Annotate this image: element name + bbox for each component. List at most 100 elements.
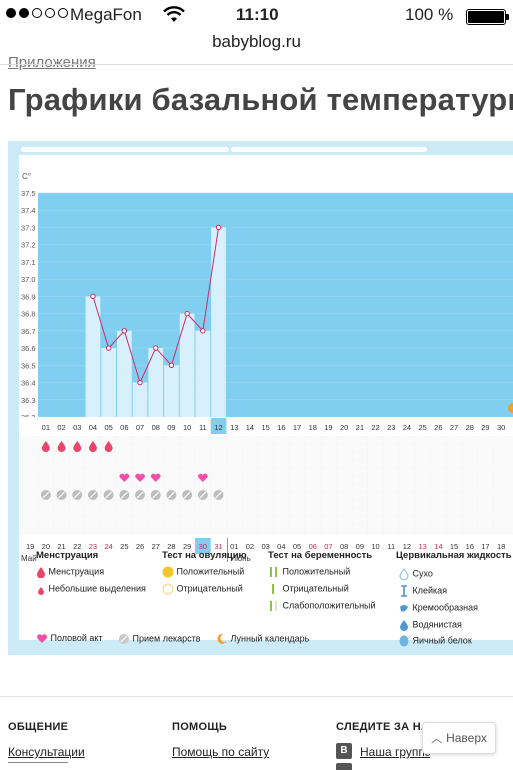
calendar-date: 15 xyxy=(450,542,458,551)
temperature-point xyxy=(90,293,96,300)
chart-panel: С° 37.5 37.4 37.3 37.2 37.1 37.0 36.9 36.8 36.7 36… xyxy=(8,141,513,655)
x-tick-label: 06 xyxy=(120,423,128,432)
x-tick-label: 09 xyxy=(167,423,175,432)
chart-scrollbar-right[interactable] xyxy=(231,147,427,152)
page-title: Графики базальной температуры xyxy=(8,82,513,117)
heart-icon xyxy=(135,473,145,482)
temperature-point xyxy=(168,362,175,369)
back-to-top-label: Наверх xyxy=(446,731,487,745)
y-tick-label: 36.4 xyxy=(21,379,36,388)
signal-dot xyxy=(58,8,68,18)
calendar-date: 27 xyxy=(152,542,160,551)
temperature-point xyxy=(153,345,159,351)
y-tick-label: 36.5 xyxy=(21,361,36,370)
blood-drop-icon xyxy=(88,441,97,452)
calendar-date: 18 xyxy=(497,542,505,551)
bbt-chart: С° 37.5 37.4 37.3 37.2 37.1 37.0 36.9 36.8 36.7 36… xyxy=(19,172,513,563)
back-to-top-button[interactable]: ︿ Наверх xyxy=(422,722,496,754)
calendar-date: 12 xyxy=(403,542,411,551)
x-tick-label: 23 xyxy=(387,423,395,432)
blood-drop-icon xyxy=(73,441,82,452)
calendar-date: 13 xyxy=(418,542,426,551)
footer-link-partial[interactable] xyxy=(8,762,68,770)
x-tick-label: 18 xyxy=(309,423,317,432)
temperature-point xyxy=(137,379,143,386)
temperature-bar xyxy=(211,227,226,417)
temperature-bar xyxy=(195,330,211,417)
calendar-date: 28 xyxy=(167,542,175,551)
y-tick-label: 37.1 xyxy=(21,258,36,267)
x-tick-label: 04 xyxy=(89,423,97,432)
heart-icon xyxy=(150,473,161,482)
pill-icon-stripe xyxy=(42,491,50,499)
y-tick-label: 37.3 xyxy=(21,223,36,232)
calendar-date: 03 xyxy=(261,542,269,551)
chevron-up-icon: ︿ xyxy=(431,733,443,745)
facebook-icon[interactable] xyxy=(336,763,352,770)
temperature-bar xyxy=(179,313,195,417)
signal-strength-icon xyxy=(6,8,68,18)
temperature-bar xyxy=(164,365,179,417)
y-tick-label: 37.2 xyxy=(21,241,36,250)
footer-link-consultations[interactable]: Консультации xyxy=(8,745,85,759)
temperature-point xyxy=(215,224,222,231)
x-tick-label: 03 xyxy=(73,423,81,432)
x-tick-label: 25 xyxy=(418,423,426,432)
signal-dot xyxy=(6,8,16,18)
calendar-date: 02 xyxy=(246,542,254,551)
chart-scrollbar-left[interactable] xyxy=(21,147,229,152)
blood-drop-icon xyxy=(104,441,113,452)
calendar-date: 17 xyxy=(481,542,489,551)
x-tick-label: 12 xyxy=(214,423,222,432)
x-tick-label: 30 xyxy=(497,423,505,432)
x-tick-label: 08 xyxy=(152,423,160,432)
vk-icon[interactable]: В xyxy=(336,743,352,759)
footer-col-title: СЛЕДИТЕ ЗА НАМИ xyxy=(336,721,446,733)
x-tick-label: 01 xyxy=(42,423,50,432)
x-tick-label: 29 xyxy=(481,423,489,432)
x-tick-label: 02 xyxy=(57,423,65,432)
pill-icon-stripe xyxy=(89,491,97,499)
blood-drop-icon xyxy=(57,441,66,452)
temperature-bar xyxy=(132,382,148,417)
calendar-date: 20 xyxy=(42,542,50,551)
calendar-today-highlight xyxy=(195,538,211,554)
status-bar: MegaFon 11:10 100 % xyxy=(0,0,513,32)
calendar-date: 26 xyxy=(136,542,144,551)
temperature-bar xyxy=(85,296,101,417)
calendar-date: 24 xyxy=(104,542,112,551)
temperature-point xyxy=(121,328,128,334)
x-tick-label: 20 xyxy=(340,423,348,432)
events-grid xyxy=(19,436,513,535)
y-tick-label: 37.4 xyxy=(21,206,36,215)
pill-icon-stripe xyxy=(73,491,81,499)
y-tick-label: 36.8 xyxy=(21,310,36,319)
footer-link-vk[interactable]: Наша группа в Вконтакте xyxy=(360,745,430,759)
x-tick-label: 19 xyxy=(324,423,332,432)
x-tick-label: 26 xyxy=(434,423,442,432)
wifi-icon xyxy=(163,6,185,29)
x-axis-row xyxy=(19,417,513,435)
battery-percent: 100 % xyxy=(405,5,454,24)
y-tick-label: 36.6 xyxy=(21,344,36,353)
x-tick-label: 21 xyxy=(356,423,364,432)
pill-icon-stripe xyxy=(136,491,144,499)
battery-icon xyxy=(466,9,509,25)
calendar-date: 11 xyxy=(387,542,395,551)
footer-col-title: ПОМОЩЬ xyxy=(172,721,228,733)
x-highlight xyxy=(210,418,227,434)
calendar-date: 16 xyxy=(466,542,474,551)
y-tick-label: 37.0 xyxy=(21,275,36,284)
breadcrumb[interactable]: Приложения xyxy=(8,56,96,70)
y-axis-label: С° xyxy=(22,172,31,181)
y-tick-label: 37.5 xyxy=(21,189,36,198)
address-bar-url[interactable]: babyblog.ru xyxy=(212,32,301,51)
x-tick-label: 11 xyxy=(199,423,207,432)
footer-link-help[interactable]: Помощь по сайту xyxy=(172,745,270,759)
temperature-point xyxy=(105,345,112,351)
pill-icon-stripe xyxy=(168,491,175,499)
heart-icon xyxy=(119,473,130,482)
calendar-date: 04 xyxy=(277,542,285,551)
calendar-date: 10 xyxy=(371,542,379,551)
